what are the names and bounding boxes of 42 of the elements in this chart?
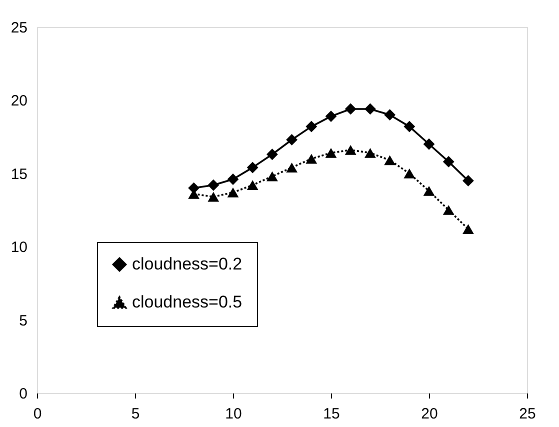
y-tick-label: 15 — [10, 166, 28, 183]
point — [462, 175, 474, 186]
point — [266, 171, 278, 182]
point — [208, 192, 220, 202]
point — [384, 109, 396, 121]
y-tick-label: 10 — [10, 239, 28, 256]
point — [286, 162, 298, 172]
point — [325, 110, 337, 122]
point — [325, 148, 337, 158]
point — [344, 103, 356, 115]
point — [404, 120, 416, 132]
point — [286, 134, 298, 146]
legend-label: cloudness=0.2 — [132, 254, 242, 274]
point — [227, 187, 239, 198]
point — [462, 224, 474, 234]
point — [306, 120, 318, 132]
point — [423, 138, 435, 150]
point — [208, 179, 220, 191]
point — [344, 145, 356, 155]
y-tick-label: 20 — [10, 92, 28, 110]
y-tick-label: 5 — [19, 312, 28, 330]
point — [266, 148, 278, 160]
point — [227, 174, 239, 185]
point — [306, 154, 318, 164]
x-tick-label: 15 — [323, 406, 340, 422]
point — [442, 156, 454, 168]
point — [442, 205, 454, 215]
point — [423, 186, 435, 196]
y-tick-label: 25 — [10, 20, 28, 36]
x-tick-label: 25 — [519, 406, 536, 422]
x-tick-label: 20 — [421, 406, 438, 422]
point — [404, 168, 416, 178]
x-tick-label: 10 — [225, 406, 242, 422]
y-tick-label: 0 — [19, 386, 28, 402]
legend-label: cloudness=0.5 — [132, 292, 242, 312]
point — [384, 155, 396, 166]
point — [364, 148, 376, 158]
point — [246, 162, 258, 174]
x-tick-label: 5 — [131, 406, 140, 422]
x-tick-label: 0 — [33, 406, 42, 422]
point — [246, 180, 258, 190]
point — [364, 103, 376, 115]
